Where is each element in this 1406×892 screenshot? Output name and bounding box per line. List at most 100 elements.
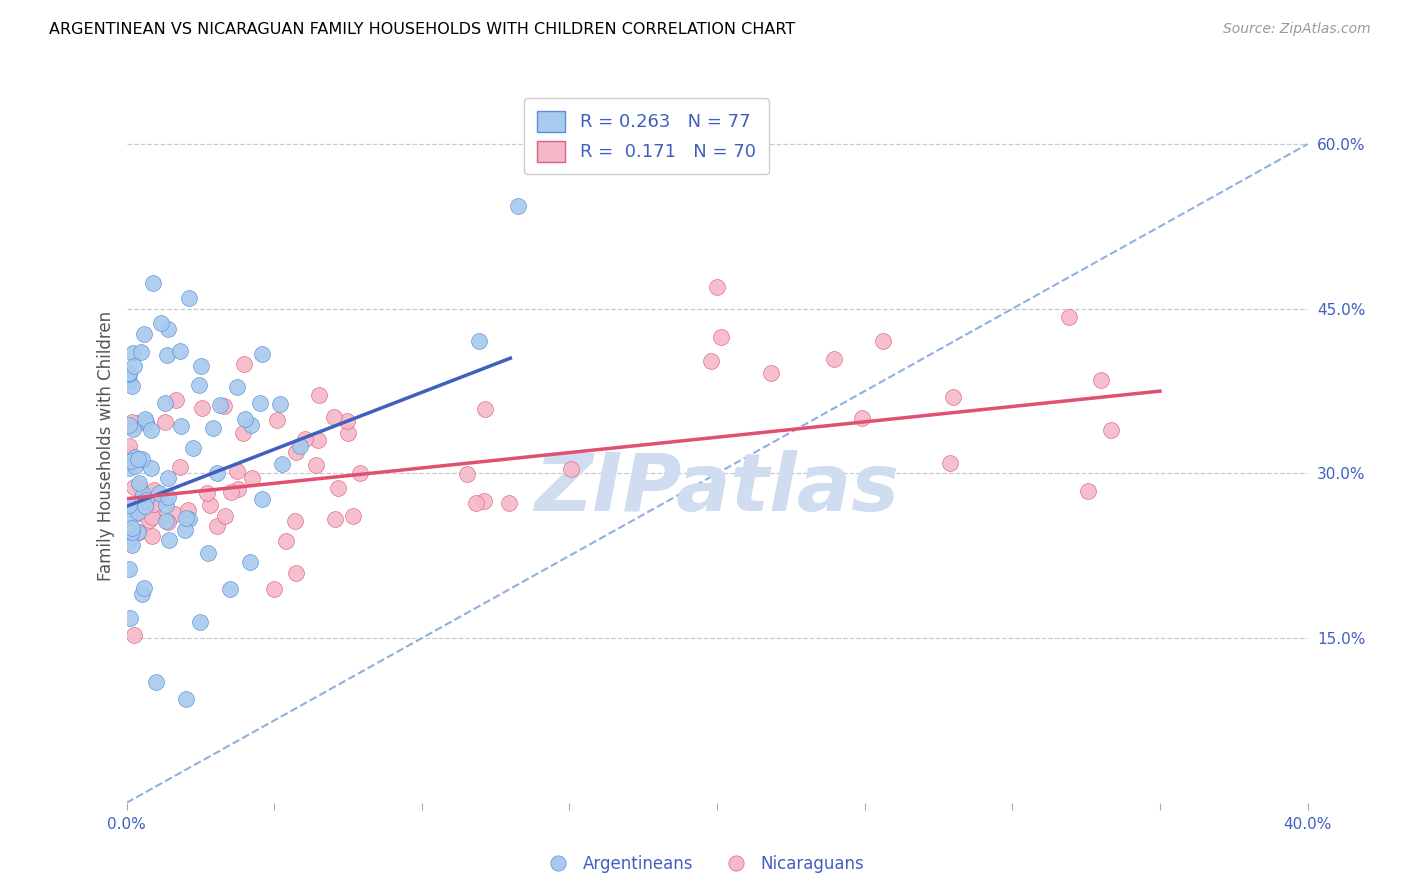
Point (285, 566, 308, 580)
Point (127, 525, 149, 540)
Point (125, 416, 148, 430)
Point (323, 409, 346, 424)
Point (285, 445, 308, 459)
Point (155, 348, 177, 362)
Point (118, 510, 141, 524)
Point (336, 425, 359, 440)
Point (122, 628, 145, 642)
Point (250, 492, 273, 507)
Text: Source: ZipAtlas.com: Source: ZipAtlas.com (1223, 22, 1371, 37)
Point (169, 344, 191, 359)
Point (134, 327, 156, 342)
Point (122, 359, 145, 373)
Point (135, 415, 157, 429)
Point (122, 346, 145, 360)
Point (150, 316, 173, 330)
Point (131, 487, 153, 501)
Point (560, 461, 582, 475)
Point (121, 524, 143, 539)
Point (201, 421, 224, 435)
Point (176, 511, 198, 525)
Point (336, 415, 359, 429)
Point (141, 528, 163, 542)
Point (131, 451, 153, 466)
Point (120, 454, 142, 468)
Text: ARGENTINEAN VS NICARAGUAN FAMILY HOUSEHOLDS WITH CHILDREN CORRELATION CHART: ARGENTINEAN VS NICARAGUAN FAMILY HOUSEHO… (49, 22, 796, 37)
Point (266, 413, 288, 427)
Point (118, 418, 141, 433)
Point (323, 511, 346, 525)
Point (121, 521, 143, 535)
Point (153, 415, 176, 429)
Point (472, 493, 495, 508)
Point (169, 460, 191, 475)
Point (326, 481, 349, 495)
Point (474, 402, 496, 417)
Point (190, 359, 212, 373)
Point (1099, 423, 1122, 437)
Point (135, 416, 157, 430)
Point (823, 351, 845, 366)
Point (118, 445, 141, 459)
Point (128, 475, 150, 490)
Point (188, 615, 211, 629)
Point (219, 582, 242, 596)
Point (124, 458, 146, 473)
Point (250, 347, 273, 361)
Point (125, 508, 148, 522)
Point (177, 512, 200, 526)
Point (269, 397, 291, 411)
Point (131, 586, 153, 600)
Point (284, 514, 307, 528)
Point (508, 199, 530, 213)
Point (305, 458, 328, 472)
Point (128, 480, 150, 494)
Point (118, 375, 141, 389)
Point (465, 496, 488, 510)
Point (145, 675, 167, 690)
Point (128, 524, 150, 539)
Point (270, 457, 292, 471)
Point (233, 411, 256, 425)
Point (121, 415, 143, 429)
Point (132, 581, 155, 595)
Point (118, 498, 141, 512)
Point (139, 423, 162, 437)
Point (226, 482, 249, 496)
Point (122, 480, 145, 494)
Point (456, 467, 478, 482)
Point (212, 399, 235, 413)
Point (710, 330, 733, 344)
Point (706, 280, 728, 294)
Point (1059, 310, 1081, 325)
Point (124, 450, 146, 465)
Point (498, 496, 520, 510)
Point (118, 461, 141, 475)
Point (157, 515, 180, 529)
Point (156, 322, 179, 336)
Text: ZIPatlas: ZIPatlas (534, 450, 900, 528)
Point (219, 484, 242, 499)
Point (208, 398, 231, 412)
Point (177, 502, 200, 516)
Point (263, 582, 285, 596)
Point (157, 471, 180, 485)
Point (308, 388, 330, 402)
Point (122, 422, 145, 436)
Point (197, 546, 219, 560)
Point (232, 426, 254, 441)
Point (120, 611, 142, 625)
Point (191, 401, 214, 415)
Point (349, 466, 371, 480)
Point (155, 498, 177, 512)
Point (181, 442, 204, 456)
Point (118, 367, 141, 381)
Point (121, 538, 143, 552)
Point (239, 555, 262, 569)
Y-axis label: Family Households with Children: Family Households with Children (97, 311, 115, 581)
Point (851, 411, 873, 425)
Point (127, 451, 149, 466)
Point (274, 534, 297, 549)
Point (205, 467, 228, 481)
Point (142, 497, 165, 511)
